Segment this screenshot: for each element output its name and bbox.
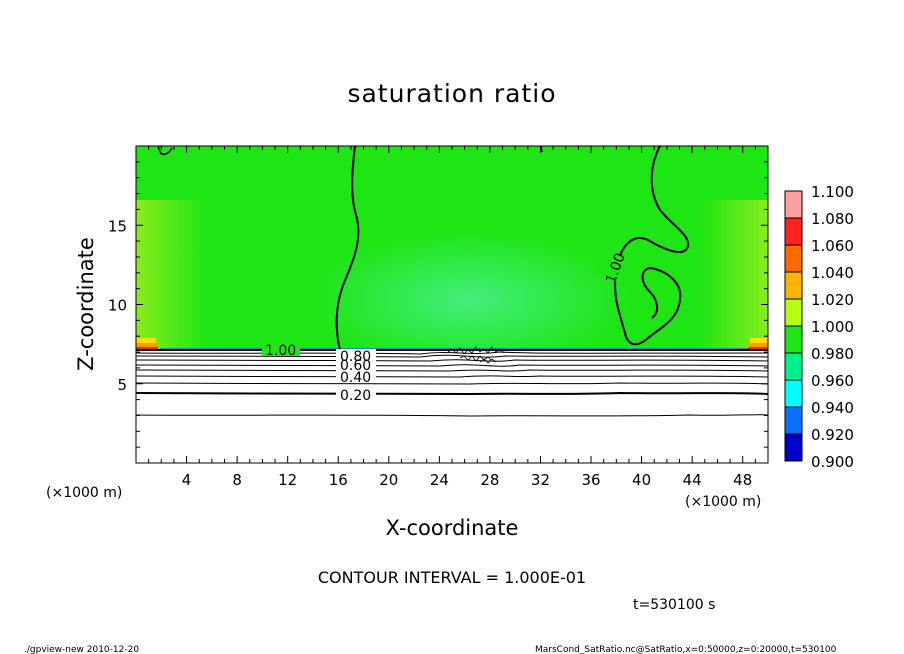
contour-line-1-00-right (614, 146, 690, 346)
x-tick-label: 28 (480, 471, 499, 489)
colorbar-swatch (785, 407, 802, 434)
contour-label-bg-6 (593, 249, 637, 287)
colorbar-label: 1.100 (811, 183, 854, 201)
x-tick-label: 36 (581, 471, 600, 489)
colorbar: 1.100 1.080 1.060 1.040 1.020 1.000 0.980 0.960… (784, 183, 854, 471)
contour-label-bg-4 (336, 371, 376, 383)
footer-right: MarsCond_SatRatio.nc@SatRatio,x=0:50000,… (535, 645, 837, 654)
colorbar-label: 0.980 (811, 345, 854, 363)
x-tick-label: 24 (430, 471, 449, 489)
field-dry-layer (136, 351, 768, 463)
x-tick-label: 32 (531, 471, 550, 489)
contour-label-bg-1 (262, 342, 300, 356)
y-tick-label: 5 (117, 376, 127, 394)
colorbar-label: 1.080 (811, 210, 854, 228)
contour-line-1-00-left (335, 146, 360, 351)
x-axis-unit-right: (×1000 m) (685, 494, 761, 510)
contour-line-0-70 (136, 359, 768, 362)
y-tick-label: 15 (108, 217, 127, 235)
field-yellow-band-right (750, 338, 768, 343)
colorbar-swatch (785, 218, 802, 245)
contour-label-0-20: 0.20 (340, 388, 371, 404)
colorbar-label: 1.020 (811, 291, 854, 309)
colorbar-swatch (785, 326, 802, 353)
plot-area (136, 146, 768, 463)
contour-line-0-50 (136, 369, 768, 372)
footer-left: ./gpview-new 2010-12-20 (24, 645, 139, 654)
colorbar-label: 1.040 (811, 264, 854, 282)
colorbar-swatch (785, 434, 802, 461)
contour-line-top-tick-2 (540, 146, 543, 153)
x-tick-label: 8 (232, 471, 242, 489)
x-tick-label: 16 (329, 471, 348, 489)
field-red-band-right (748, 347, 768, 349)
x-axis-label: X-coordinate (386, 516, 519, 540)
field-red-band-left (136, 347, 158, 349)
colorbar-swatch (785, 380, 802, 407)
x-tick-label: 12 (278, 471, 297, 489)
colorbar-swatch (785, 299, 802, 326)
colorbar-swatch (785, 245, 802, 272)
contour-line-0-10 (136, 414, 768, 417)
contour-label-0-40: 0.40 (340, 370, 371, 386)
colorbar-label: 1.060 (811, 237, 854, 255)
contour-line-0-60 (136, 364, 768, 367)
colorbar-swatch (785, 353, 802, 380)
x-axis: 4 8 12 16 20 24 28 32 36 40 44 48 (135, 146, 769, 489)
x-tick-label: 20 (379, 471, 398, 489)
x-tick-label: 40 (632, 471, 651, 489)
contour-label-0-60: 0.60 (340, 358, 371, 374)
contour-label-bg-2 (336, 349, 376, 362)
contour-line-0-20 (136, 391, 768, 396)
colorbar-label: 0.900 (811, 453, 854, 471)
contour-labels: 1.00 0.80 0.60 0.40 0.20 1.00 (262, 249, 637, 404)
field-orange-band-right (748, 343, 768, 349)
field-right-glow (700, 200, 768, 351)
colorbar-swatch (785, 191, 802, 218)
colorbar-swatch (785, 272, 802, 299)
contour-label-bg-5 (336, 388, 376, 400)
field-yellow-band-left (136, 338, 156, 343)
field-cyan-patch (310, 230, 630, 370)
contour-noise-patch (447, 346, 505, 364)
x-tick-label: 48 (733, 471, 752, 489)
contour-line-0-80 (136, 354, 768, 358)
contour-line-top-tick (157, 146, 173, 156)
contour-line-0-40 (136, 375, 768, 378)
colorbar-label: 1.000 (811, 318, 854, 336)
x-tick-label: 44 (683, 471, 702, 489)
chart-title: saturation ratio (347, 79, 556, 108)
contour-interval-note: CONTOUR INTERVAL = 1.000E-01 (318, 568, 586, 587)
contour-label-bg-3 (336, 361, 376, 371)
colorbar-label: 0.920 (811, 426, 854, 444)
time-label: t=530100 s (633, 597, 715, 613)
field-left-glow (136, 200, 206, 351)
x-tick-label: 4 (182, 471, 192, 489)
field-orange-band-left (136, 343, 158, 349)
colorbar-label: 0.960 (811, 372, 854, 390)
y-axis: 5 10 15 (108, 145, 768, 464)
contour-label-1-00-lower: 1.00 (265, 343, 296, 359)
x-axis-unit-left: (×1000 m) (46, 485, 122, 501)
colorbar-label: 0.940 (811, 399, 854, 417)
contour-line-0-30 (136, 382, 768, 385)
y-tick-label: 10 (108, 297, 127, 315)
y-axis-label: Z-coordinate (74, 237, 98, 371)
